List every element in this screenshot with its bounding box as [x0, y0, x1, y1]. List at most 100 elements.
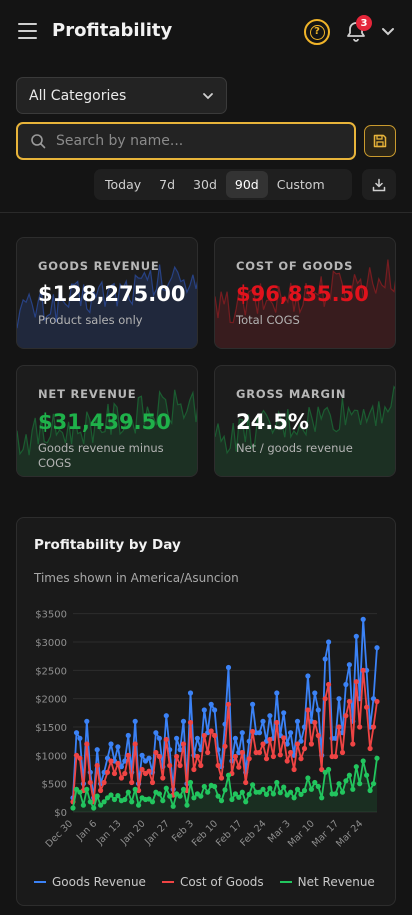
data-point	[205, 789, 211, 795]
search-box[interactable]	[16, 122, 356, 160]
cost-of-goods-card: COST OF GOODS $96,835.50 Total COGS	[214, 237, 396, 349]
sparkline-line	[215, 259, 395, 324]
data-point	[84, 718, 90, 724]
sparkline-area	[17, 389, 197, 476]
data-point	[225, 664, 232, 671]
data-point	[263, 756, 270, 762]
notification-badge: 3	[356, 15, 372, 31]
data-point	[332, 753, 339, 760]
data-point	[357, 781, 363, 787]
data-point	[346, 662, 352, 668]
data-point	[180, 741, 187, 747]
data-point	[77, 735, 83, 741]
card-label: NET REVENUE	[38, 387, 137, 401]
chevron-down-icon	[203, 92, 213, 99]
x-tick-label: Dec 30	[44, 818, 75, 849]
data-point	[343, 713, 349, 719]
download-button[interactable]	[362, 169, 396, 200]
data-point	[319, 795, 325, 801]
data-point	[312, 719, 318, 726]
data-point	[208, 701, 214, 707]
data-point	[243, 779, 249, 786]
data-point	[364, 704, 370, 710]
legend-item-goods-revenue[interactable]: Goods Revenue	[34, 875, 146, 889]
data-point	[236, 794, 242, 800]
y-tick-label: $1500	[35, 723, 67, 734]
data-point	[370, 724, 377, 730]
data-point	[125, 752, 131, 758]
data-point	[94, 747, 100, 753]
data-point	[281, 710, 287, 716]
data-point	[156, 753, 162, 760]
data-point	[305, 673, 311, 679]
card-subtitle: Product sales only	[38, 313, 143, 327]
data-point	[187, 719, 194, 726]
data-point	[301, 745, 308, 752]
data-point	[339, 749, 346, 756]
data-point	[301, 787, 308, 794]
legend-item-net-revenue[interactable]: Net Revenue	[279, 875, 375, 889]
data-point	[73, 752, 80, 758]
range-90d-button[interactable]: 90d	[225, 171, 268, 198]
data-point	[139, 752, 145, 758]
range-7d-button[interactable]: 7d	[159, 177, 176, 192]
card-label: COST OF GOODS	[236, 259, 354, 273]
range-today-button[interactable]: Today	[105, 177, 142, 192]
data-point	[357, 724, 363, 730]
data-point	[260, 786, 266, 792]
data-point	[94, 793, 100, 799]
legend-label: Goods Revenue	[52, 875, 146, 889]
data-point	[294, 718, 301, 724]
card-value: $31,439.50	[38, 410, 171, 434]
data-point	[111, 770, 118, 777]
data-point	[236, 764, 242, 770]
data-point	[187, 690, 194, 696]
data-point	[343, 778, 349, 784]
account-chevron-down-icon[interactable]	[380, 25, 396, 39]
data-point	[84, 741, 90, 747]
data-point	[80, 802, 86, 808]
category-select[interactable]: All Categories	[16, 77, 227, 114]
data-point	[370, 781, 377, 787]
data-point	[201, 783, 207, 790]
data-point	[298, 756, 304, 762]
sparkline-area	[215, 259, 395, 348]
data-point	[73, 786, 80, 792]
data-point	[146, 796, 152, 802]
data-point	[256, 789, 263, 795]
hamburger-menu-icon[interactable]	[18, 23, 37, 39]
chart-title: Profitability by Day	[34, 537, 181, 553]
data-point	[308, 786, 314, 792]
range-custom-button[interactable]: Custom	[276, 177, 325, 192]
data-point	[156, 735, 162, 741]
data-point	[163, 785, 169, 791]
sparkline-area	[17, 264, 197, 348]
data-point	[239, 789, 245, 795]
help-button[interactable]: ?	[304, 19, 330, 45]
data-point	[146, 755, 152, 761]
range-30d-button[interactable]: 30d	[193, 177, 217, 192]
data-point	[288, 730, 294, 736]
data-point	[177, 762, 183, 769]
data-point	[167, 793, 173, 799]
data-point	[163, 713, 169, 719]
data-point	[194, 735, 200, 741]
card-label: GOODS REVENUE	[38, 259, 160, 273]
data-point	[84, 786, 90, 792]
data-point	[250, 728, 256, 735]
legend-item-cost-of-goods[interactable]: Cost of Goods	[161, 875, 264, 889]
sparkline	[17, 264, 197, 348]
sparkline-area	[215, 386, 395, 476]
data-point	[294, 741, 301, 747]
save-button[interactable]	[364, 125, 396, 157]
data-point	[263, 791, 270, 797]
data-point	[360, 667, 366, 673]
profitability-chart-card: Profitability by Day Times shown in Amer…	[16, 517, 396, 906]
data-point	[256, 730, 263, 736]
data-point	[274, 779, 280, 786]
data-point	[212, 732, 218, 739]
data-point	[108, 741, 114, 747]
search-input[interactable]	[56, 133, 326, 149]
data-point	[232, 753, 238, 760]
data-point	[136, 802, 142, 808]
